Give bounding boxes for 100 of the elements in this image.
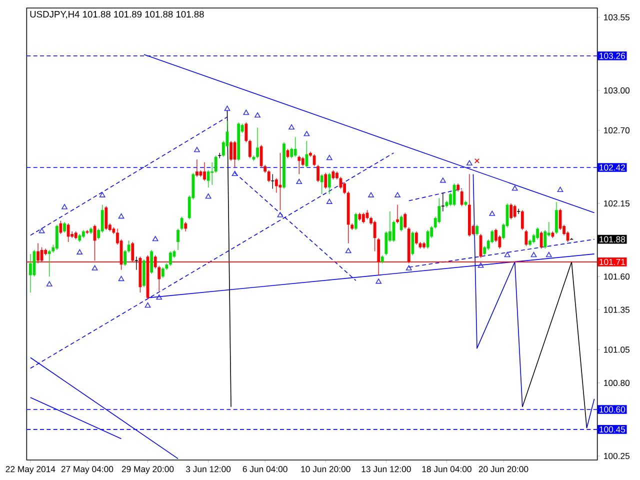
y-tick-label: 100.25 xyxy=(604,452,630,460)
candlestick xyxy=(415,231,418,245)
candlestick xyxy=(460,190,464,206)
ref-line-label: 100.45 xyxy=(600,426,626,432)
point xyxy=(232,170,238,176)
candlestick xyxy=(203,162,206,182)
candlestick xyxy=(214,155,218,174)
x-tick-label: 20 Jun 20:00 xyxy=(478,466,528,472)
point xyxy=(530,252,537,258)
x-tick-label: 3 Jun 12:00 xyxy=(186,466,231,472)
candlestick xyxy=(441,192,445,212)
y-tick-label: 103.00 xyxy=(604,87,630,94)
candlestick xyxy=(104,206,108,230)
point xyxy=(512,185,518,191)
candlestick xyxy=(324,172,328,190)
candlestick xyxy=(316,164,320,182)
candlestick xyxy=(124,250,126,266)
point xyxy=(76,249,83,254)
x-tick-label: 13 Jun 12:00 xyxy=(362,466,411,472)
candlestick xyxy=(196,159,198,178)
ref-line-label: 103.26 xyxy=(600,52,626,59)
candlestick xyxy=(158,266,161,292)
candlestick xyxy=(150,250,153,274)
point xyxy=(46,281,52,286)
y-tick-label: 101.60 xyxy=(604,273,630,280)
point xyxy=(504,252,510,258)
candlestick xyxy=(540,231,543,249)
point xyxy=(243,110,250,115)
point xyxy=(118,213,124,219)
candlestick xyxy=(134,256,138,270)
ref-line-label: 100.60 xyxy=(600,406,626,413)
point xyxy=(118,276,124,282)
point xyxy=(478,262,484,268)
point xyxy=(156,294,162,300)
point xyxy=(376,278,382,284)
candlestick xyxy=(555,202,558,234)
annotation: 101.88 xyxy=(600,236,626,242)
candlestick xyxy=(56,224,58,250)
point xyxy=(144,302,151,308)
point xyxy=(368,192,374,198)
candlestick xyxy=(544,230,547,249)
candlestick xyxy=(274,178,278,194)
candlestick xyxy=(267,170,270,182)
point xyxy=(288,124,295,130)
point xyxy=(557,186,564,192)
y-tick-label: 100.80 xyxy=(604,380,630,386)
y-tick-label: 101.35 xyxy=(604,306,630,313)
candlestick xyxy=(210,162,214,186)
point xyxy=(406,265,412,270)
x-tick-label: 6 Jun 04:00 xyxy=(242,466,288,472)
point xyxy=(92,265,98,270)
point xyxy=(304,130,310,136)
candlestick xyxy=(298,155,301,175)
candlestick xyxy=(294,136,297,158)
point xyxy=(489,210,496,216)
point xyxy=(466,160,472,166)
point xyxy=(99,192,106,198)
candlestick xyxy=(180,216,184,230)
candlestick xyxy=(536,227,539,240)
candlestick xyxy=(301,156,304,167)
point xyxy=(277,212,284,218)
candlestick xyxy=(366,210,369,220)
point xyxy=(38,228,45,234)
candlestick xyxy=(362,212,365,224)
x-tick-label: 18 Jun 04:00 xyxy=(422,466,472,472)
candlestick xyxy=(29,254,32,293)
point xyxy=(546,252,552,258)
candlestick xyxy=(63,222,66,234)
candlestick xyxy=(320,174,324,194)
candlestick xyxy=(411,231,414,256)
candlestick xyxy=(230,140,232,162)
candlestick xyxy=(127,240,130,253)
candlestick xyxy=(184,222,188,232)
point xyxy=(224,106,230,111)
x-tick-label: 10 Jun 20:00 xyxy=(301,466,350,472)
candlestick xyxy=(384,231,388,256)
ref-line-label: 101.71 xyxy=(600,258,626,265)
point xyxy=(152,236,158,242)
y-tick-label: 101.05 xyxy=(604,346,630,353)
candlestick xyxy=(206,170,210,188)
candlestick xyxy=(48,250,51,277)
candlestick xyxy=(328,172,331,194)
candlestick xyxy=(513,204,516,218)
x-tick-label: 22 May 2014 xyxy=(6,466,56,474)
candlestick xyxy=(161,266,164,278)
candlestick xyxy=(248,139,252,159)
candlestick xyxy=(510,203,512,220)
candlestick xyxy=(404,212,407,230)
point xyxy=(326,154,332,160)
candlestick xyxy=(354,212,358,230)
candlestick xyxy=(520,210,524,230)
candlestick xyxy=(290,147,294,159)
candlestick xyxy=(169,250,172,266)
point xyxy=(62,204,68,210)
candlestick xyxy=(476,224,478,236)
candlestick xyxy=(176,228,180,250)
point xyxy=(394,192,400,198)
point xyxy=(296,178,302,184)
candlestick xyxy=(438,198,441,224)
candlestick xyxy=(396,204,399,224)
